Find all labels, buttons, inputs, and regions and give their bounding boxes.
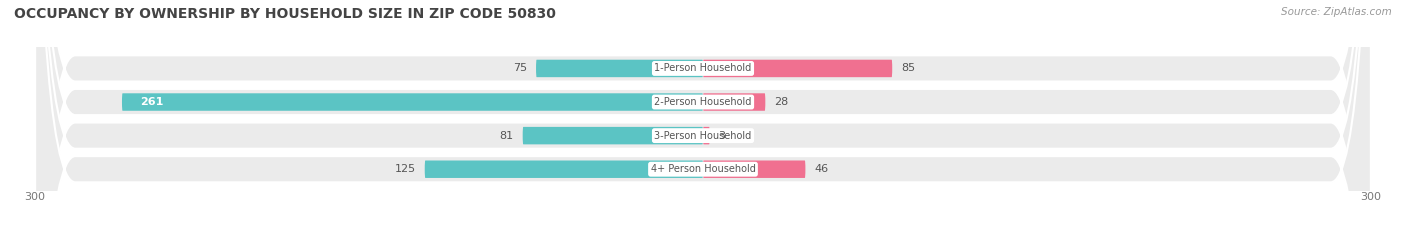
Text: 75: 75 bbox=[513, 63, 527, 73]
FancyBboxPatch shape bbox=[536, 60, 703, 77]
Text: 46: 46 bbox=[814, 164, 828, 174]
Text: OCCUPANCY BY OWNERSHIP BY HOUSEHOLD SIZE IN ZIP CODE 50830: OCCUPANCY BY OWNERSHIP BY HOUSEHOLD SIZE… bbox=[14, 7, 555, 21]
FancyBboxPatch shape bbox=[35, 0, 1371, 233]
FancyBboxPatch shape bbox=[35, 0, 1371, 233]
FancyBboxPatch shape bbox=[703, 93, 765, 111]
Text: 3-Person Household: 3-Person Household bbox=[654, 131, 752, 141]
Text: 3: 3 bbox=[718, 131, 725, 141]
Text: 1-Person Household: 1-Person Household bbox=[654, 63, 752, 73]
Text: 4+ Person Household: 4+ Person Household bbox=[651, 164, 755, 174]
FancyBboxPatch shape bbox=[703, 161, 806, 178]
Text: Source: ZipAtlas.com: Source: ZipAtlas.com bbox=[1281, 7, 1392, 17]
FancyBboxPatch shape bbox=[35, 0, 1371, 233]
FancyBboxPatch shape bbox=[523, 127, 703, 144]
Text: 28: 28 bbox=[775, 97, 789, 107]
Text: 81: 81 bbox=[499, 131, 513, 141]
Text: 125: 125 bbox=[395, 164, 416, 174]
FancyBboxPatch shape bbox=[703, 60, 893, 77]
FancyBboxPatch shape bbox=[35, 0, 1371, 233]
FancyBboxPatch shape bbox=[425, 161, 703, 178]
FancyBboxPatch shape bbox=[703, 127, 710, 144]
FancyBboxPatch shape bbox=[122, 93, 703, 111]
Text: 2-Person Household: 2-Person Household bbox=[654, 97, 752, 107]
Text: 85: 85 bbox=[901, 63, 915, 73]
Text: 261: 261 bbox=[139, 97, 163, 107]
